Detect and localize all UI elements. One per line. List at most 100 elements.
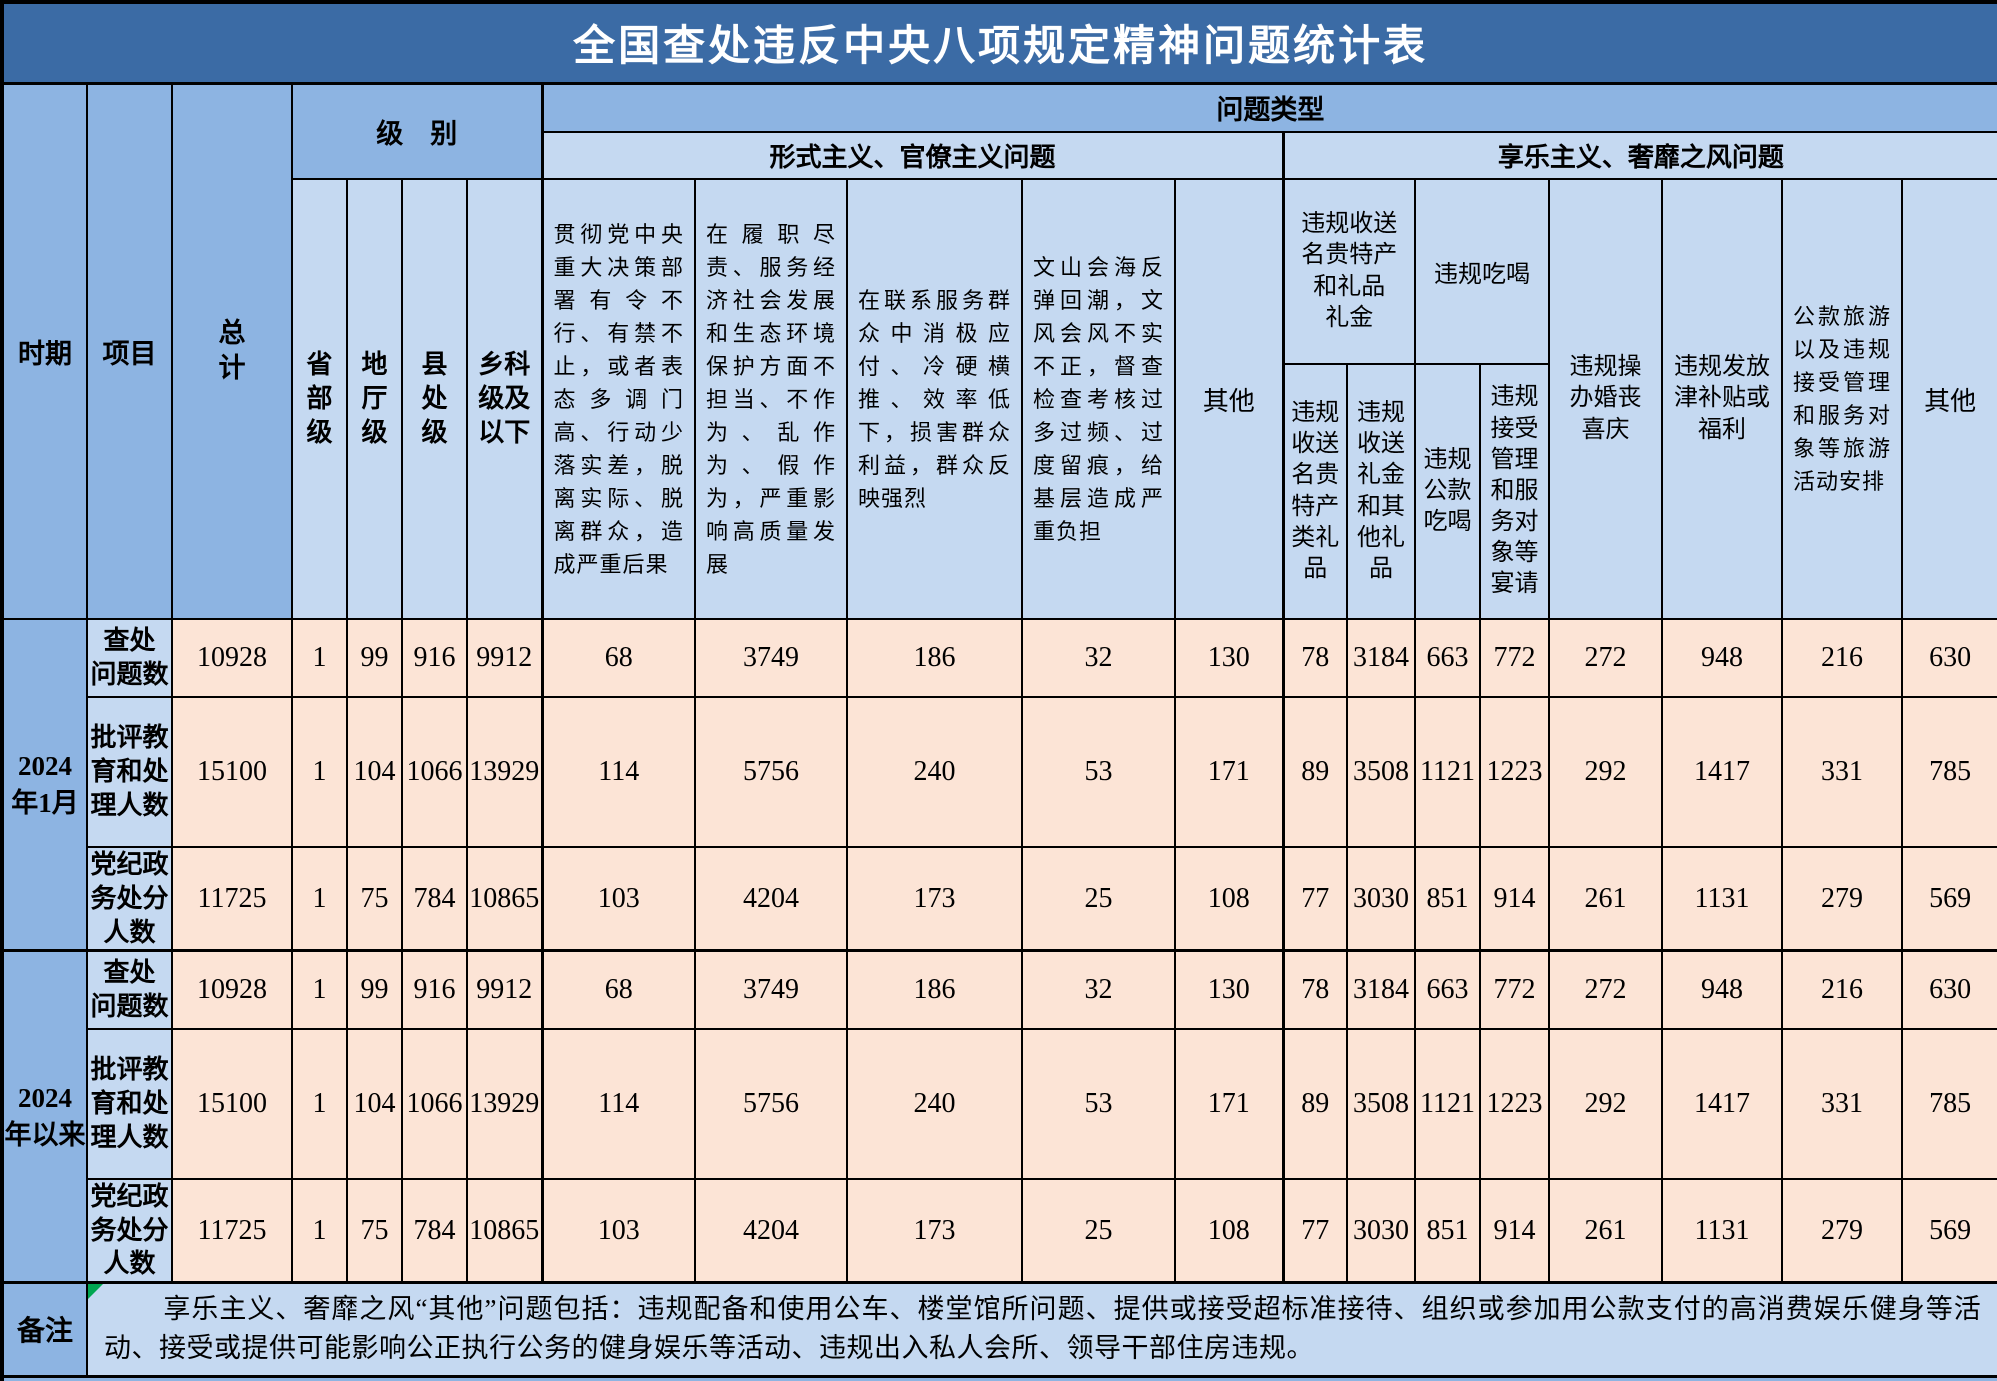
header-level-township: 乡科 级及 以下 bbox=[466, 178, 543, 620]
remark-cell: 享乐主义、奢靡之风“其他”问题包括：违规配备和使用公车、楼堂馆所问题、提供或接受… bbox=[85, 1281, 1997, 1378]
data-cell: 68 bbox=[540, 949, 696, 1030]
data-cell: 5756 bbox=[694, 696, 848, 848]
row-label: 党纪政 务处分 人数 bbox=[86, 846, 173, 952]
data-cell: 1 bbox=[291, 949, 348, 1030]
data-cell: 272 bbox=[1548, 618, 1663, 698]
data-cell: 171 bbox=[1174, 696, 1284, 848]
data-cell: 10865 bbox=[466, 846, 543, 952]
data-cell: 108 bbox=[1174, 846, 1284, 952]
data-cell: 240 bbox=[846, 1027, 1023, 1180]
data-cell: 103 bbox=[540, 846, 696, 952]
header-formalism-col-policy: 贯彻党中央重大决策部署有令不行、有禁不止，或者表态多调门高、行动少落实差，脱离实… bbox=[540, 178, 696, 620]
data-cell: 292 bbox=[1548, 696, 1663, 848]
data-cell: 4204 bbox=[694, 1177, 848, 1284]
data-cell: 916 bbox=[401, 949, 468, 1030]
data-cell: 1 bbox=[291, 696, 348, 848]
data-cell: 1121 bbox=[1414, 1027, 1481, 1180]
data-cell: 331 bbox=[1781, 1027, 1903, 1180]
data-cell: 1066 bbox=[401, 1027, 468, 1180]
data-cell: 15100 bbox=[171, 1027, 293, 1180]
header-dining-col-public-funds: 违规 公款 吃喝 bbox=[1414, 363, 1481, 620]
data-cell: 1 bbox=[291, 618, 348, 698]
data-cell: 99 bbox=[346, 949, 403, 1030]
data-cell: 630 bbox=[1900, 949, 1997, 1030]
data-cell: 13929 bbox=[466, 696, 543, 848]
data-cell: 1121 bbox=[1414, 696, 1481, 848]
data-cell: 25 bbox=[1021, 1177, 1176, 1284]
header-formalism-col-duty: 在履职尽责、服务经济社会发展和生态环境保护方面不担当、不作为、乱作为、假作为，严… bbox=[694, 178, 848, 620]
data-cell: 1417 bbox=[1661, 1027, 1783, 1180]
footer-source: 数据来源：中央纪委国家监委党风政风监督室 bbox=[14, 1379, 594, 1381]
data-cell: 569 bbox=[1900, 846, 1997, 952]
data-cell: 77 bbox=[1281, 846, 1348, 952]
data-cell: 1131 bbox=[1661, 846, 1783, 952]
header-hedonism-col-other: 其他 bbox=[1900, 178, 1997, 620]
header-hedonism-col-weddings: 违规操 办婚丧 喜庆 bbox=[1548, 178, 1663, 620]
data-cell: 114 bbox=[540, 1027, 696, 1180]
header-gifts-col-cash: 违规 收送 礼金 和其 他礼 品 bbox=[1346, 363, 1416, 620]
data-cell: 3030 bbox=[1346, 846, 1416, 952]
data-cell: 10928 bbox=[171, 949, 293, 1030]
header-gifts-col-specialty: 违规 收送 名贵 特产 类礼 品 bbox=[1281, 363, 1348, 620]
data-cell: 272 bbox=[1548, 949, 1663, 1030]
header-hedonism-col-travel: 公款旅游以及违规接受管理和服务对象等旅游活动安排 bbox=[1781, 178, 1903, 620]
footer-credit: 中央纪委国家监委网站 制图 bbox=[1632, 1379, 1987, 1381]
data-cell: 279 bbox=[1781, 846, 1903, 952]
data-cell: 9912 bbox=[466, 618, 543, 698]
data-cell: 785 bbox=[1900, 696, 1997, 848]
data-cell: 916 bbox=[401, 618, 468, 698]
data-cell: 784 bbox=[401, 846, 468, 952]
data-cell: 1066 bbox=[401, 696, 468, 848]
data-cell: 11725 bbox=[171, 846, 293, 952]
data-cell: 3184 bbox=[1346, 618, 1416, 698]
data-cell: 3508 bbox=[1346, 1027, 1416, 1180]
data-cell: 78 bbox=[1281, 949, 1348, 1030]
row-label: 批评教 育和处 理人数 bbox=[86, 696, 173, 848]
data-cell: 279 bbox=[1781, 1177, 1903, 1284]
row-label: 党纪政 务处分 人数 bbox=[86, 1177, 173, 1284]
data-cell: 1417 bbox=[1661, 696, 1783, 848]
data-cell: 240 bbox=[846, 696, 1023, 848]
header-level-county: 县 处 级 bbox=[401, 178, 468, 620]
data-cell: 13929 bbox=[466, 1027, 543, 1180]
data-cell: 173 bbox=[846, 1177, 1023, 1284]
header-item: 项目 bbox=[86, 82, 173, 620]
data-cell: 32 bbox=[1021, 618, 1176, 698]
data-cell: 630 bbox=[1900, 618, 1997, 698]
header-hedonism-col-allowances: 违规发放 津补贴或 福利 bbox=[1661, 178, 1783, 620]
data-cell: 292 bbox=[1548, 1027, 1663, 1180]
data-cell: 186 bbox=[846, 949, 1023, 1030]
data-cell: 216 bbox=[1781, 949, 1903, 1030]
data-cell: 1223 bbox=[1479, 696, 1550, 848]
data-cell: 5756 bbox=[694, 1027, 848, 1180]
header-level-prefecture: 地 厅 级 bbox=[346, 178, 403, 620]
data-cell: 10865 bbox=[466, 1177, 543, 1284]
data-cell: 114 bbox=[540, 696, 696, 848]
data-cell: 569 bbox=[1900, 1177, 1997, 1284]
data-cell: 104 bbox=[346, 696, 403, 848]
header-total: 总 计 bbox=[171, 82, 293, 620]
remark-label: 备注 bbox=[1, 1281, 88, 1378]
data-cell: 75 bbox=[346, 1177, 403, 1284]
header-gifts-group: 违规收送 名贵特产 和礼品 礼金 bbox=[1281, 178, 1416, 365]
data-cell: 10928 bbox=[171, 618, 293, 698]
page-title: 全国查处违反中央八项规定精神问题统计表 bbox=[0, 1, 1997, 85]
data-cell: 130 bbox=[1174, 618, 1284, 698]
data-cell: 103 bbox=[540, 1177, 696, 1284]
data-cell: 663 bbox=[1414, 618, 1481, 698]
header-formalism-col-masses: 在联系服务群众中消极应付、冷硬横推、效率低下，损害群众利益，群众反映强烈 bbox=[846, 178, 1023, 620]
header-dining-col-banquets: 违规 接受 管理 和服 务对 象等 宴请 bbox=[1479, 363, 1550, 620]
header-formalism-col-meetings: 文山会海反弹回潮，文风会风不实不正，督查检查考核过多过频、过度留痕，给基层造成严… bbox=[1021, 178, 1176, 620]
data-cell: 948 bbox=[1661, 618, 1783, 698]
row-label: 批评教 育和处 理人数 bbox=[86, 1027, 173, 1180]
data-cell: 89 bbox=[1281, 1027, 1348, 1180]
header-period: 时期 bbox=[1, 82, 88, 620]
data-cell: 89 bbox=[1281, 696, 1348, 848]
data-cell: 11725 bbox=[171, 1177, 293, 1284]
data-cell: 3749 bbox=[694, 949, 848, 1030]
data-cell: 3749 bbox=[694, 618, 848, 698]
data-cell: 75 bbox=[346, 846, 403, 952]
footer-bar: 数据来源：中央纪委国家监委党风政风监督室 中央纪委国家监委网站 制图 bbox=[0, 1374, 1997, 1381]
